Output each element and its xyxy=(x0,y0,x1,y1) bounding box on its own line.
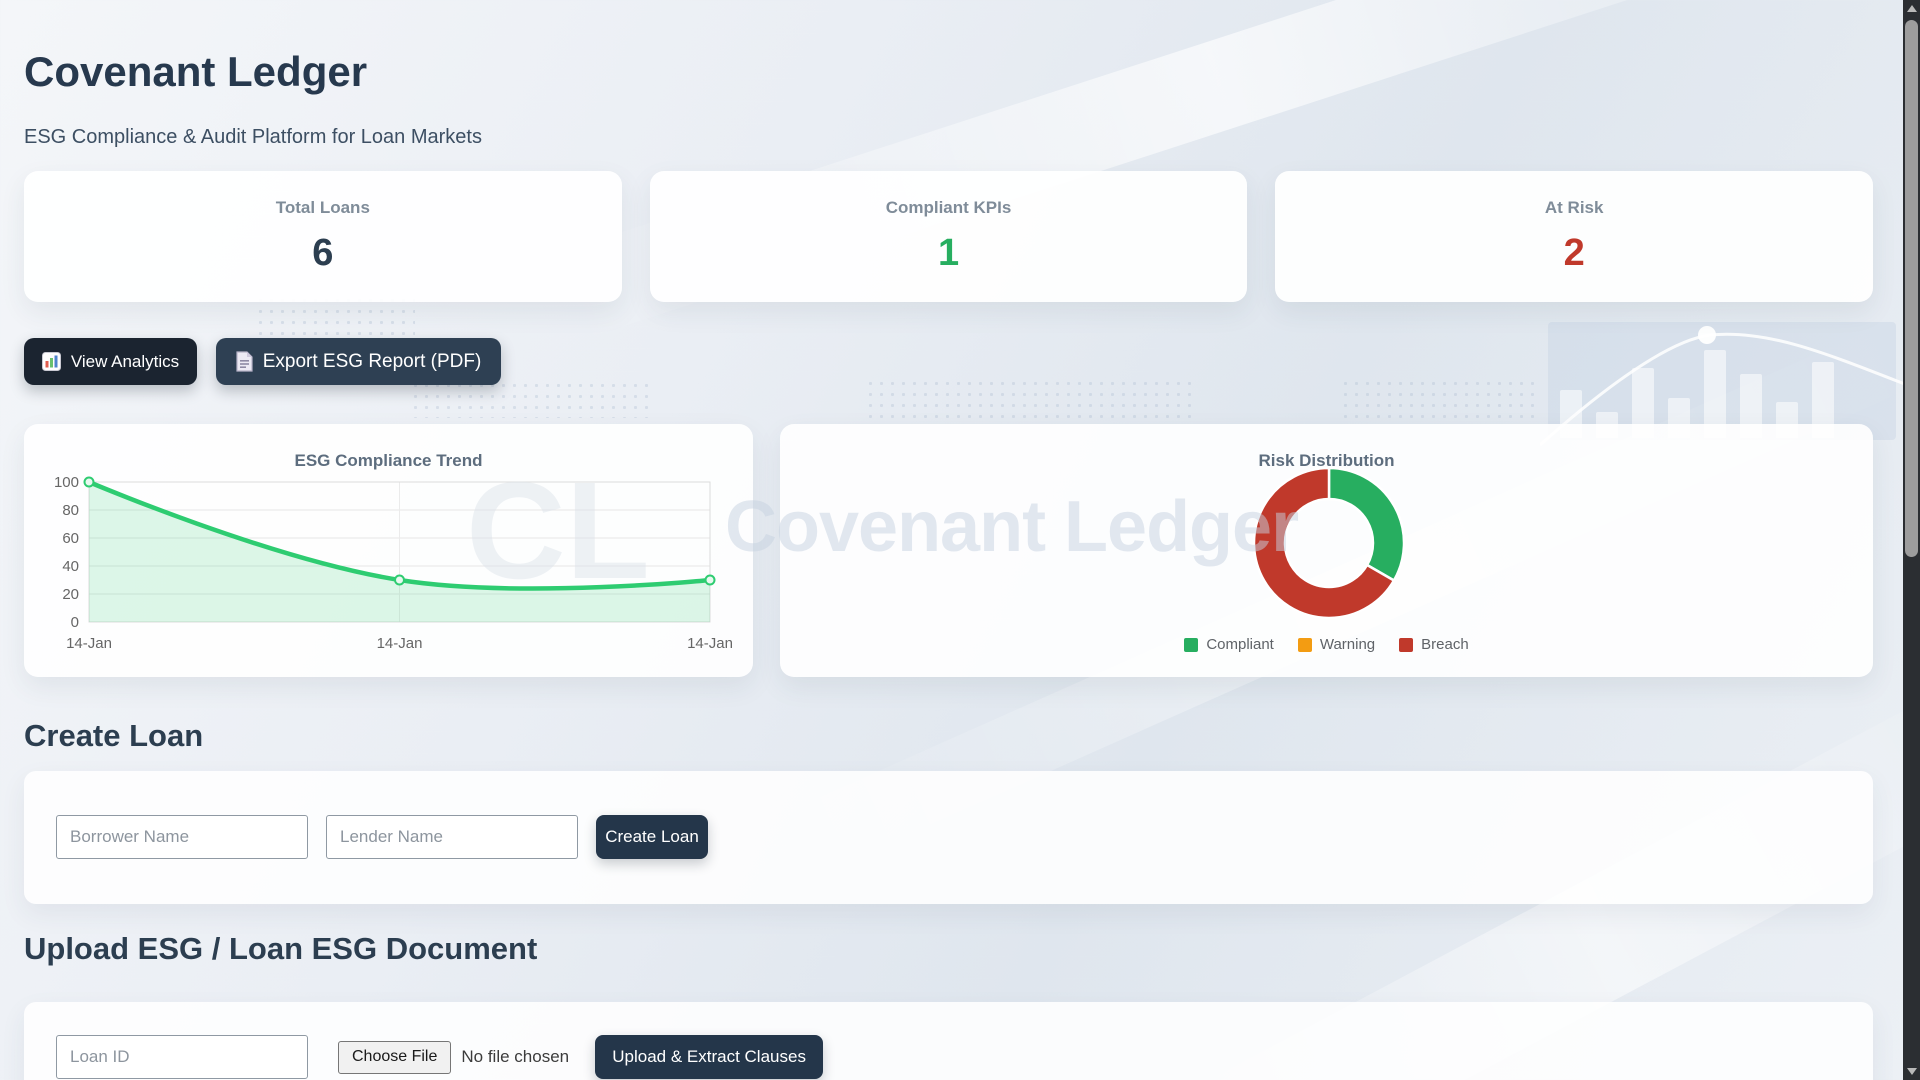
background-dot-grid xyxy=(865,378,1195,420)
legend-swatch xyxy=(1297,637,1312,652)
export-esg-report-button[interactable]: Export ESG Report (PDF) xyxy=(216,338,501,385)
stat-value: 6 xyxy=(312,232,334,274)
export-esg-report-label: Export ESG Report (PDF) xyxy=(262,350,482,372)
scrollbar-up-arrow[interactable] xyxy=(1903,0,1920,17)
esg-compliance-trend-chart: 0 20 40 60 80 100 14-Jan 14-Jan 14-Jan xyxy=(54,474,733,652)
view-analytics-label: View Analytics xyxy=(70,351,180,371)
charts-row: ESG Compliance Trend 0 20 40 60 80 100 14-Jan 1… xyxy=(24,424,1873,677)
stat-label: Compliant KPIs xyxy=(885,198,1012,217)
view-analytics-button[interactable]: View Analytics xyxy=(24,338,197,385)
stat-value: 2 xyxy=(1563,232,1585,274)
document-icon xyxy=(236,351,253,372)
upload-document-heading: Upload ESG / Loan ESG Document xyxy=(24,931,538,966)
stat-card-at-risk: At Risk 2 xyxy=(1275,171,1874,302)
bar-chart-icon xyxy=(41,352,61,371)
legend-item-breach[interactable]: Breach xyxy=(1399,636,1469,653)
svg-text:14-Jan: 14-Jan xyxy=(687,635,733,652)
risk-distribution-card: Risk Distribution Compliant Warning Breach xyxy=(780,424,1873,677)
legend-label: Compliant xyxy=(1206,636,1274,653)
background-bar-illustration xyxy=(1560,330,1890,438)
legend-item-compliant[interactable]: Compliant xyxy=(1184,636,1274,653)
line-chart-title: ESG Compliance Trend xyxy=(294,451,483,470)
donut-chart-title: Risk Distribution xyxy=(1258,451,1395,470)
legend-label: Breach xyxy=(1421,636,1469,653)
legend-swatch xyxy=(1399,637,1414,652)
svg-text:14-Jan: 14-Jan xyxy=(377,635,423,652)
create-loan-heading: Create Loan xyxy=(24,718,204,753)
no-file-chosen-text: No file chosen xyxy=(461,1047,570,1066)
file-input: Choose File No file chosen xyxy=(338,1040,570,1074)
vertical-scrollbar[interactable] xyxy=(1903,0,1920,1080)
stat-value: 1 xyxy=(937,232,960,274)
choose-file-button[interactable]: Choose File xyxy=(338,1040,452,1074)
loan-id-input[interactable] xyxy=(56,1035,308,1079)
create-loan-button[interactable]: Create Loan xyxy=(596,815,708,859)
toolbar: View Analytics Export ESG Report (PDF) xyxy=(24,338,501,385)
scrollbar-thumb[interactable] xyxy=(1905,20,1918,557)
upload-extract-clauses-button[interactable]: Upload & Extract Clauses xyxy=(595,1035,824,1079)
risk-distribution-chart xyxy=(1252,466,1406,620)
background-dot-grid xyxy=(410,380,650,418)
borrower-name-input[interactable] xyxy=(56,815,308,859)
background-dot-grid xyxy=(1340,378,1540,418)
stat-label: At Risk xyxy=(1544,198,1604,217)
background-chart-band xyxy=(1548,322,1896,440)
svg-text:100: 100 xyxy=(54,474,79,491)
svg-text:14-Jan: 14-Jan xyxy=(66,635,112,652)
legend-label: Warning xyxy=(1319,636,1376,653)
stats-row: Total Loans 6 Compliant KPIs 1 At Risk 2 xyxy=(24,171,1874,302)
stat-card-total-loans: Total Loans 6 xyxy=(24,171,622,302)
legend-swatch xyxy=(1184,637,1199,652)
background-dot-grid xyxy=(255,295,415,343)
svg-text:60: 60 xyxy=(62,530,79,547)
stat-label: Total Loans xyxy=(275,198,370,217)
svg-text:0: 0 xyxy=(71,614,79,631)
upload-document-card: Choose File No file chosen Upload & Extr… xyxy=(24,1002,1873,1080)
lender-name-input[interactable] xyxy=(326,815,578,859)
svg-text:40: 40 xyxy=(62,558,79,575)
create-loan-card: Create Loan xyxy=(24,771,1873,904)
page-title: Covenant Ledger xyxy=(24,48,368,95)
stat-card-compliant-kpis: Compliant KPIs 1 xyxy=(649,171,1248,302)
esg-compliance-trend-card: ESG Compliance Trend 0 20 40 60 80 100 14-Jan 1… xyxy=(24,424,753,677)
svg-text:80: 80 xyxy=(62,502,79,519)
scrollbar-down-arrow[interactable] xyxy=(1903,1063,1920,1080)
donut-legend: Compliant Warning Breach xyxy=(780,636,1873,653)
svg-text:20: 20 xyxy=(62,586,79,603)
legend-item-warning[interactable]: Warning xyxy=(1297,636,1376,653)
page-subtitle: ESG Compliance & Audit Platform for Loan… xyxy=(24,126,482,148)
